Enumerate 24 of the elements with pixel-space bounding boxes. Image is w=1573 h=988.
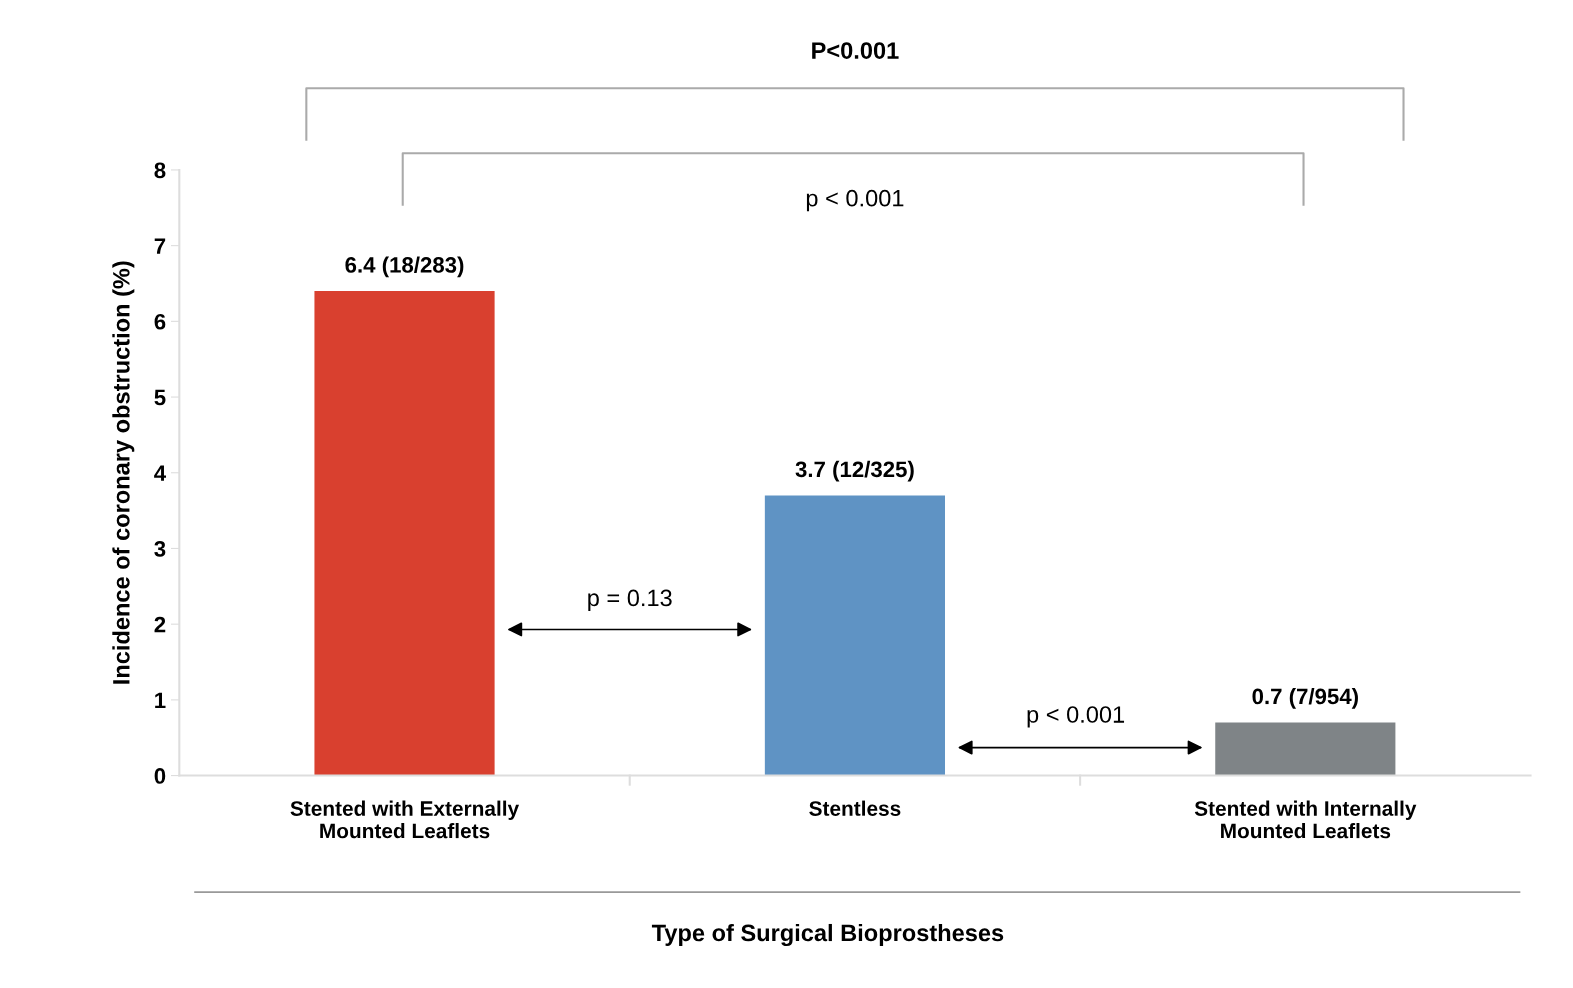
x-axis-title: Type of Surgical Bioprostheses [651,923,1004,947]
y-axis-title: Incidence of coronary obstruction (%) [112,261,135,684]
y-tick-label: 7 [154,238,166,254]
data-label: 6.4 (18/283) [345,256,464,278]
bar [314,291,495,776]
y-tick-label: 6 [154,313,166,330]
y-tick-label: 0 [154,768,166,784]
x-tick-label: Stented with Internally Mounted Leaflets [1194,800,1417,839]
y-tick-label: 5 [154,389,166,406]
x-tick-label: Stented with Externally Mounted Leaflets [290,800,520,839]
x-tick-label: Stentless [809,800,901,816]
data-label: 0.7 (7/954) [1252,687,1358,709]
annotation: p = 0.13 [588,589,672,611]
bar [1215,722,1396,776]
y-tick-label: 2 [154,616,166,633]
y-tick-label: 3 [154,541,166,557]
y-tick-label: 8 [154,162,166,179]
text: P<0.001 [812,42,899,59]
data-label: 3.7 (12/325) [795,460,914,482]
y-tick-label: 4 [154,465,167,481]
bar [764,495,946,776]
annotation: p < 0.001 [1027,706,1125,728]
y-tick-label: 1 [155,692,166,708]
annotation: p < 0.001 [806,189,904,212]
